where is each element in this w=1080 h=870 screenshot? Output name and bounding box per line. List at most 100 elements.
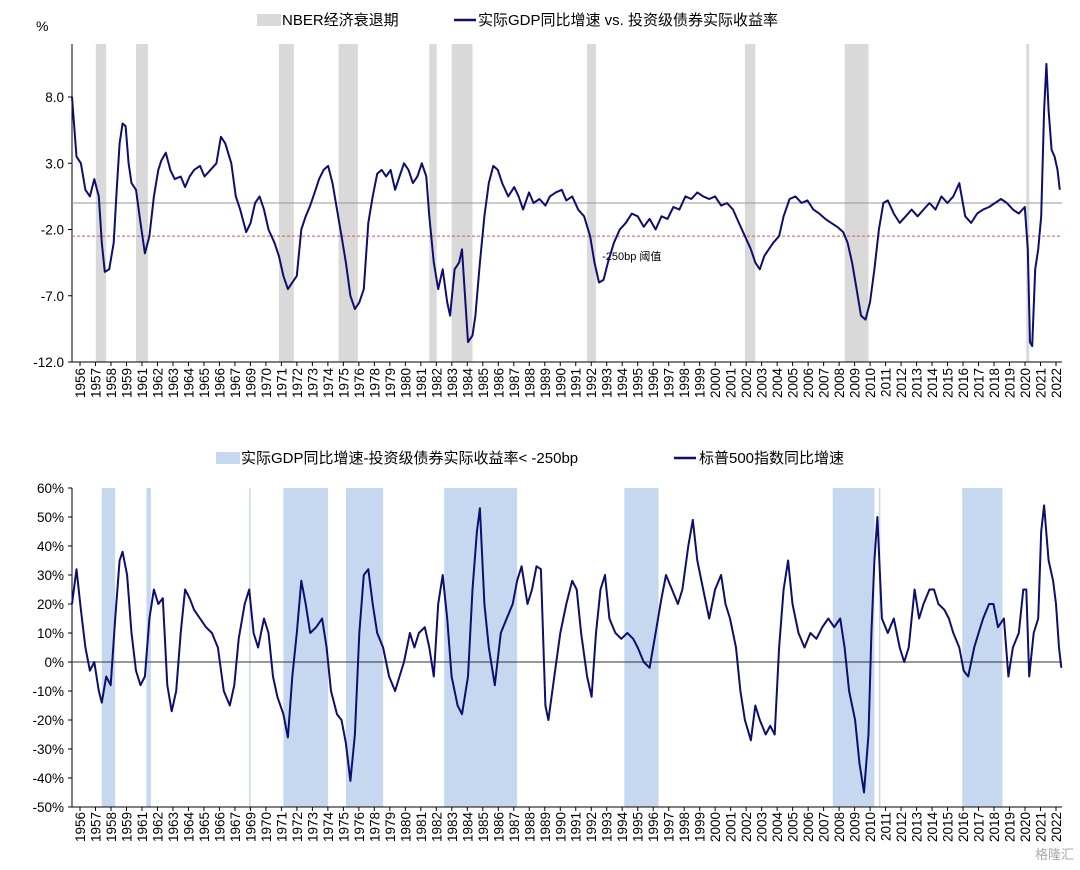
x-tick-label: 1999: [693, 368, 708, 398]
x-tick-label: 2005: [786, 812, 801, 842]
x-tick-label: 1997: [662, 368, 677, 398]
series-line: [71, 62, 1061, 348]
x-tick-label: 1989: [538, 812, 553, 842]
y-tick-label: 8.0: [45, 90, 64, 105]
x-tick-label: 1984: [460, 368, 475, 399]
x-tick-label: 2010: [863, 812, 878, 842]
x-tick-label: 1969: [243, 812, 258, 842]
x-tick-label: 1956: [73, 812, 88, 842]
series-line: [71, 504, 1063, 794]
x-tick-label: 1965: [197, 368, 212, 398]
x-tick-label: 1978: [367, 368, 382, 398]
x-tick-label: 1958: [104, 368, 119, 398]
x-tick-label: 2000: [708, 812, 723, 842]
x-tick-label: 1973: [305, 812, 320, 842]
signal-band: [249, 488, 251, 807]
watermark-logo: 格隆汇: [1034, 848, 1074, 863]
x-tick-label: 1964: [181, 812, 196, 843]
x-tick-label: 2017: [972, 368, 987, 398]
x-tick-label: 2006: [801, 368, 816, 398]
x-tick-label: 2014: [925, 368, 940, 399]
x-tick-label: 1971: [274, 368, 289, 398]
x-tick-label: 1980: [398, 812, 413, 842]
x-tick-label: 2016: [956, 368, 971, 398]
x-tick-label: 1974: [321, 812, 336, 843]
x-tick-label: 1961: [135, 812, 150, 842]
y-tick-label: 40%: [37, 539, 64, 554]
x-tick-label: 1965: [197, 812, 212, 842]
x-tick-label: 1958: [104, 812, 119, 842]
x-tick-label: 1974: [321, 368, 336, 399]
x-tick-label: 1963: [166, 368, 181, 398]
x-tick-label: 2019: [1003, 368, 1018, 398]
x-tick-label: 1986: [491, 812, 506, 842]
x-tick-label: 1956: [73, 368, 88, 398]
legend-label-series: 实际GDP同比增速 vs. 投资级债券实际收益率: [478, 12, 778, 29]
x-tick-label: 1988: [522, 812, 537, 842]
x-tick-label: 2014: [925, 812, 940, 843]
x-tick-label: 2002: [739, 368, 754, 398]
x-tick-label: 1967: [228, 812, 243, 842]
y-unit-label: %: [36, 18, 48, 34]
x-tick-label: 2005: [786, 368, 801, 398]
x-tick-label: 2009: [848, 368, 863, 398]
x-tick-label: 1992: [584, 812, 599, 842]
threshold-label: -250bp 阈值: [602, 249, 661, 263]
x-tick-label: 1971: [274, 812, 289, 842]
x-tick-label: 2019: [1003, 812, 1018, 842]
x-tick-label: 2011: [879, 812, 894, 841]
y-tick-label: -50%: [32, 800, 64, 815]
x-tick-label: 2003: [755, 812, 770, 842]
x-tick-label: 1983: [445, 368, 460, 398]
x-tick-label: 2007: [817, 368, 832, 398]
legend-swatch-recession: [257, 14, 281, 26]
x-tick-label: 1966: [212, 812, 227, 842]
x-tick-label: 2008: [832, 368, 847, 398]
x-tick-label: 2011: [879, 368, 894, 397]
x-tick-label: 1993: [600, 812, 615, 842]
x-tick-label: 1973: [305, 368, 320, 398]
legend-label-series: 标普500指数同比增速: [699, 450, 844, 467]
x-tick-label: 1996: [646, 812, 661, 842]
x-tick-label: 1993: [600, 368, 615, 398]
x-tick-label: 1959: [119, 812, 134, 842]
x-tick-label: 1994: [615, 368, 630, 399]
x-tick-label: 1998: [677, 368, 692, 398]
x-tick-label: 1985: [476, 812, 491, 842]
legend: 实际GDP同比增速-投资级债券实际收益率< -250bp 标普500指数同比增速: [216, 450, 844, 467]
x-tick-label: 2004: [770, 812, 785, 843]
x-tick-label: 2010: [863, 368, 878, 398]
x-tick-label: 1964: [181, 368, 196, 399]
x-tick-label: 2021: [1034, 368, 1049, 398]
signal-band: [832, 488, 875, 807]
y-tick-label: -30%: [32, 742, 64, 757]
x-tick-label: 2009: [848, 812, 863, 842]
x-tick-label: 1995: [631, 368, 646, 398]
y-tick-label: -2.0: [41, 223, 64, 238]
x-tick-label: 2002: [739, 812, 754, 842]
x-tick-label: 2022: [1049, 368, 1064, 398]
x-tick-label: 1990: [553, 812, 568, 842]
x-tick-label: 1978: [367, 812, 382, 842]
signal-band: [101, 488, 116, 807]
x-tick-label: 1987: [507, 368, 522, 398]
x-tick-label: 1989: [538, 368, 553, 398]
x-tick-label: 2018: [987, 812, 1002, 842]
x-tick-label: 2001: [724, 812, 739, 842]
x-tick-label: 1963: [166, 812, 181, 842]
x-tick-label: 1962: [150, 368, 165, 398]
x-tick-label: 2001: [724, 368, 739, 398]
x-tick-label: 2006: [801, 812, 816, 842]
x-tick-label: 1988: [522, 368, 537, 398]
x-tick-label: 1981: [414, 368, 429, 398]
x-tick-label: 1979: [383, 368, 398, 398]
y-tick-label: 3.0: [45, 156, 64, 171]
x-tick-label: 2000: [708, 368, 723, 398]
y-tick-label: 0%: [44, 655, 64, 670]
x-tick-label: 2007: [817, 812, 832, 842]
x-tick-label: 1969: [243, 368, 258, 398]
x-tick-label: 1982: [429, 812, 444, 842]
signal-band: [283, 488, 329, 807]
x-tick-label: 1992: [584, 368, 599, 398]
y-tick-label: -7.0: [41, 289, 64, 304]
